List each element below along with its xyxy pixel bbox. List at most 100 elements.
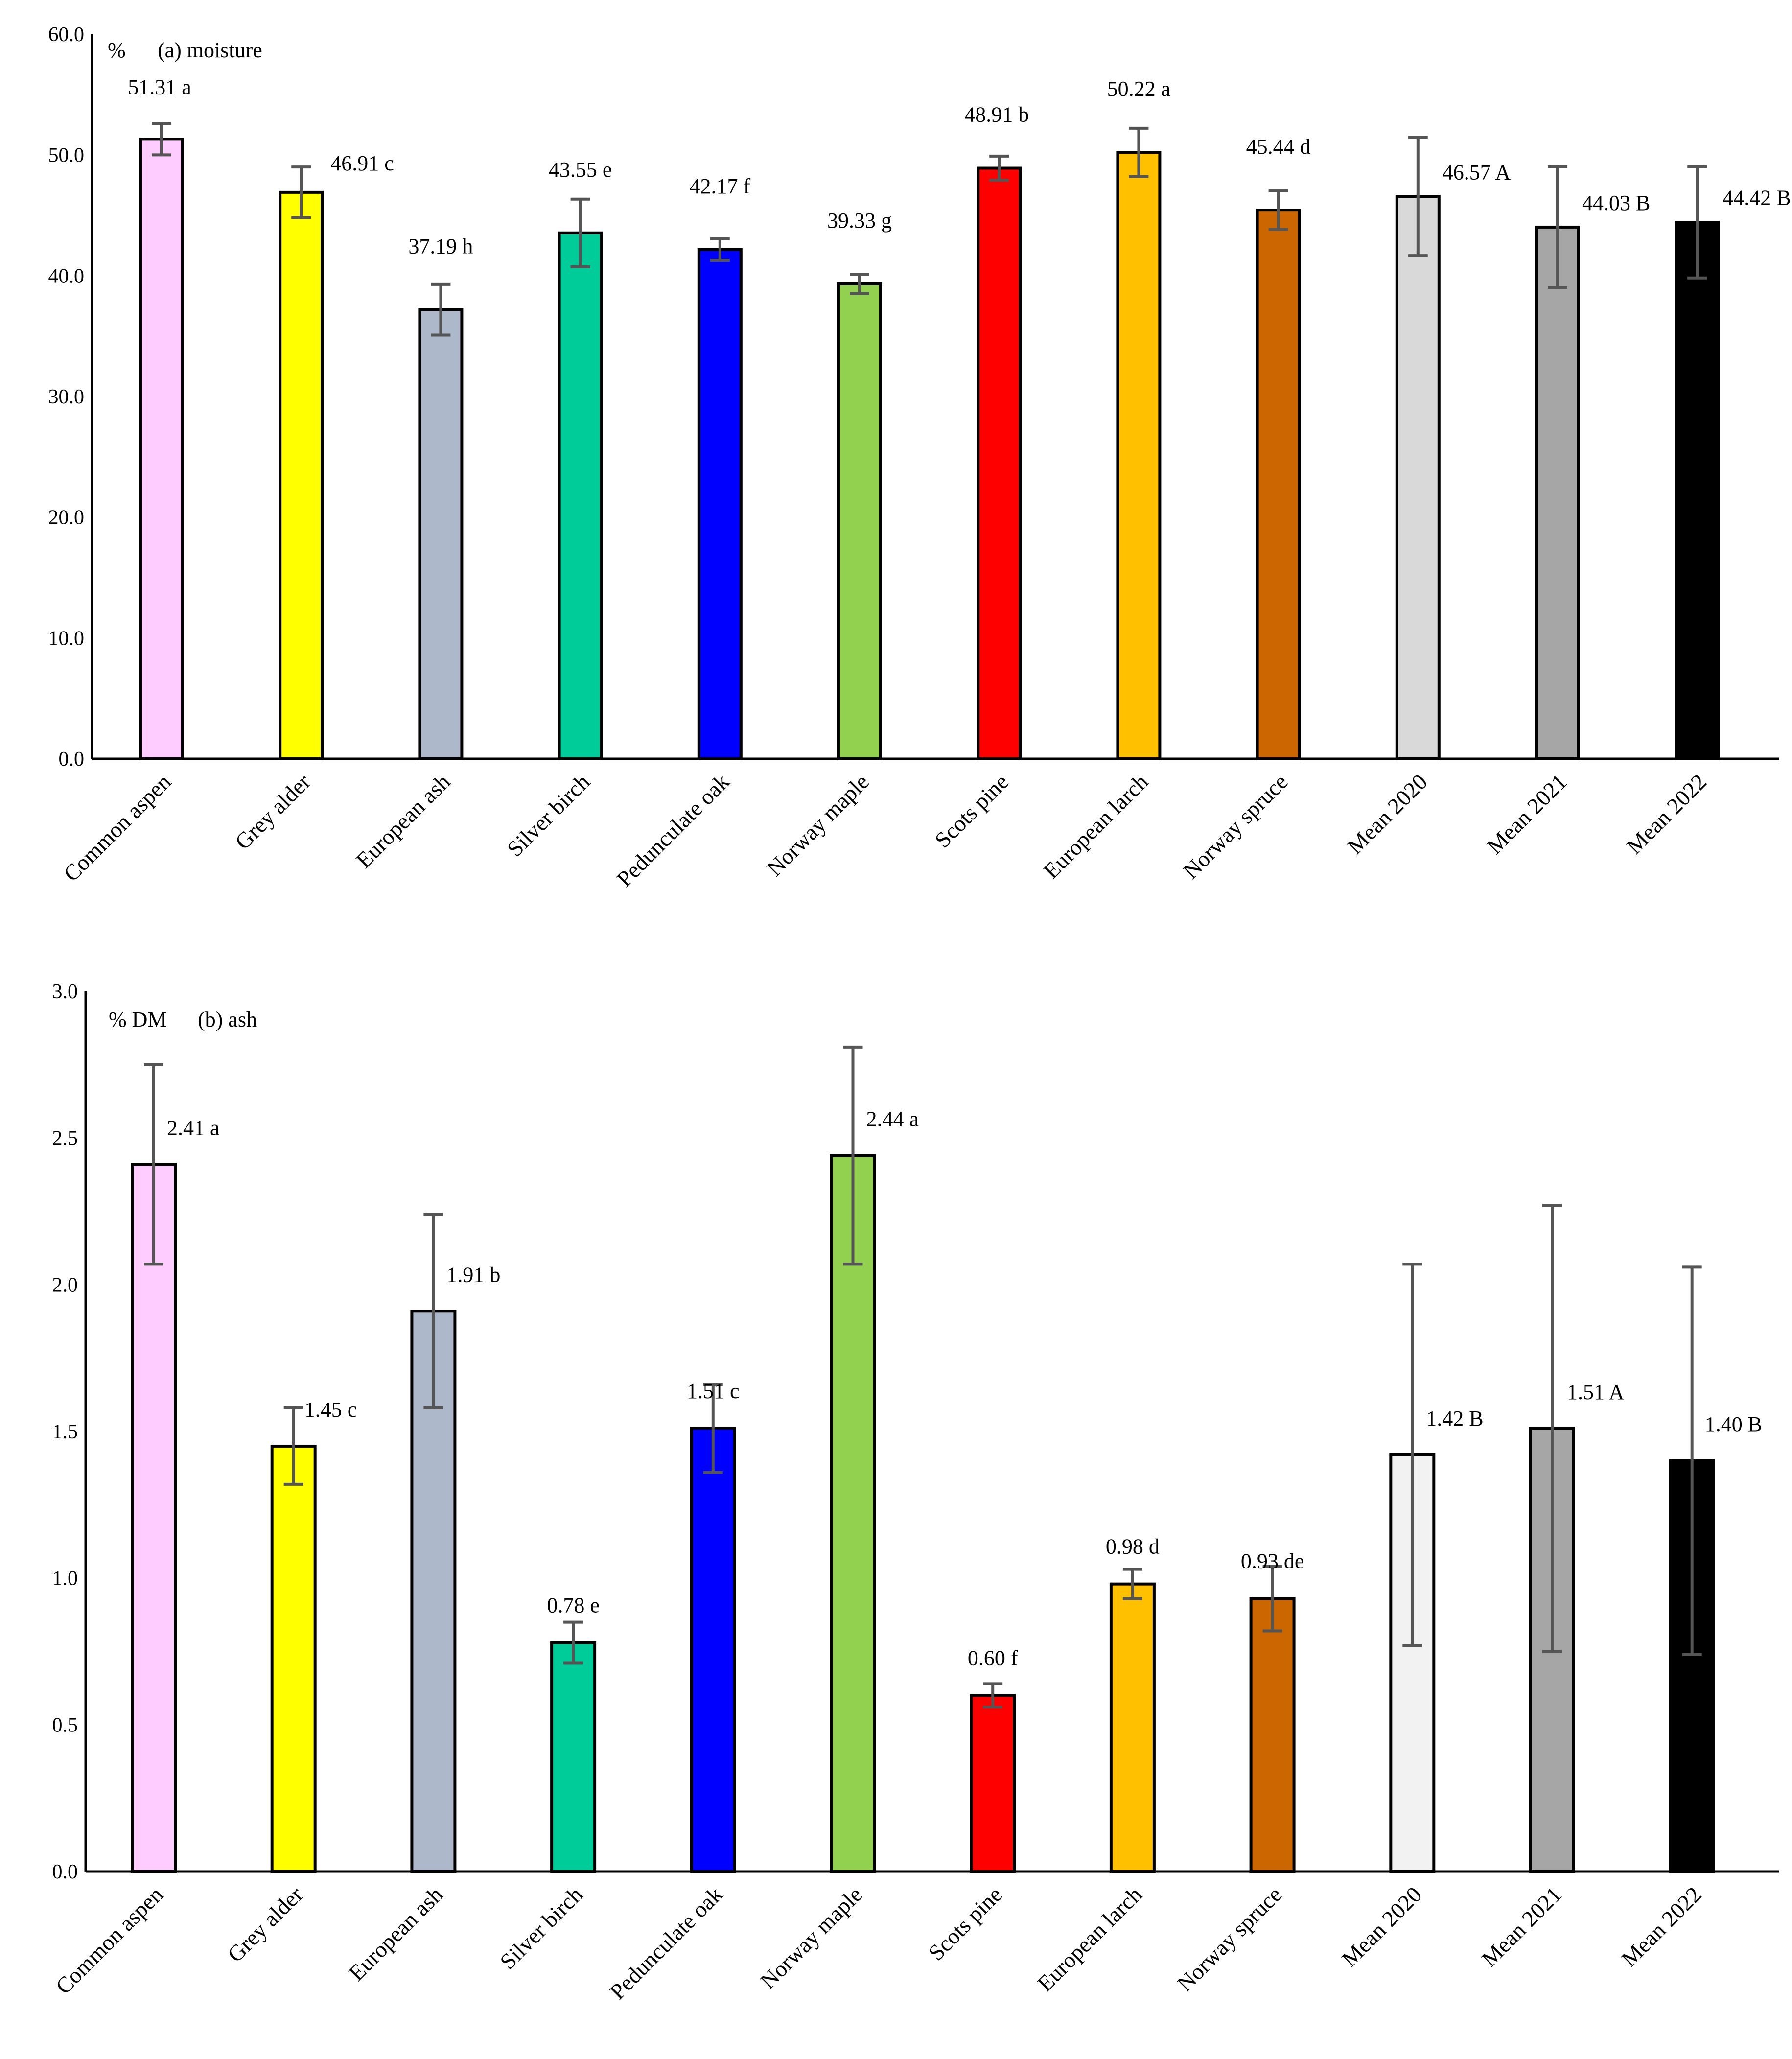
ash-data-label: 0.93 de [1241,1549,1304,1573]
ash-error-bar [703,1383,723,1474]
moisture-error-bar [152,122,171,157]
ash-category-label: Common aspen [51,1882,168,1999]
ash-category-label: European ash [344,1882,447,1986]
moisture-y-tick-label: 20.0 [48,507,85,529]
moisture-category-label: Norway maple [762,769,874,881]
ash-error-bar [1542,1204,1562,1653]
moisture-data-label: 50.22 a [1107,77,1171,101]
moisture-bar [418,308,464,760]
ash-y-axis-ticks: 0.0 0.5 1.0 1.5 2.0 2.5 3.0 [52,981,78,1883]
moisture-error-bar [1268,189,1288,231]
ash-category-label: Scots pine [924,1882,1007,1965]
moisture-y-tick-label: 0.0 [59,748,85,771]
ash-data-label: 1.45 c [304,1398,357,1422]
ash-error-bar [1122,1568,1142,1600]
moisture-data-label: 48.91 b [964,103,1029,127]
moisture-error-bar [1548,165,1567,289]
ash-category-label: Pedunculate oak [605,1882,727,2004]
ash-category-label: Mean 2022 [1616,1882,1706,1971]
ash-error-bar [563,1620,583,1665]
ash-data-label: 0.60 f [968,1646,1018,1670]
moisture-bar [1395,195,1441,761]
moisture-category-label: Norway spruce [1178,769,1293,884]
ash-y-tick-label: 2.0 [52,1274,78,1296]
moisture-error-bars [152,122,1707,337]
ash-bar [830,1154,876,1873]
ash-data-label: 0.78 e [547,1593,600,1617]
moisture-y-tick-label: 60.0 [48,23,85,46]
moisture-category-labels: Common aspen Grey alder European ash Silver… [59,769,1712,891]
moisture-bar [279,190,324,760]
moisture-y-tick-label: 40.0 [48,265,85,287]
moisture-category-label: Scots pine [930,769,1014,853]
ash-category-label: Mean 2020 [1337,1882,1426,1971]
moisture-category-label: European larch [1039,769,1153,884]
ash-chart: % DM (b) ash 0.0 0.5 1.0 1.5 2.0 2.5 3.0 2.41 … [51,981,1779,2004]
moisture-data-label: 44.42 B [1722,186,1791,210]
ash-y-tick-label: 2.5 [52,1127,78,1150]
moisture-error-bar [431,282,451,337]
ash-category-labels: Common aspen Grey alder European ash Silver… [51,1882,1706,2004]
moisture-data-label: 46.57 A [1443,160,1511,184]
ash-data-label: 1.91 b [446,1263,500,1287]
moisture-bar [697,248,743,761]
moisture-error-bar [570,197,590,268]
ash-category-label: Norway spruce [1172,1882,1287,1996]
moisture-error-bar [1129,126,1149,178]
moisture-y-tick-label: 50.0 [48,144,85,167]
moisture-y-unit: % [108,38,126,62]
moisture-data-label: 44.03 B [1582,191,1650,215]
ash-bar [1249,1597,1296,1873]
ash-category-label: Grey alder [223,1882,308,1967]
moisture-data-label: 51.31 a [128,75,191,99]
ash-category-label: Norway maple [755,1882,867,1993]
ash-y-tick-label: 3.0 [52,981,78,1003]
ash-data-label: 1.51 A [1567,1380,1625,1404]
moisture-category-label: Mean 2022 [1622,769,1711,859]
moisture-bar [1535,225,1580,761]
ash-bar [270,1444,317,1873]
ash-category-label: European larch [1032,1882,1147,1996]
moisture-error-bar [1687,165,1707,280]
ash-error-bar [843,1045,863,1266]
ash-data-label: 1.40 B [1705,1412,1762,1436]
ash-y-tick-label: 0.5 [52,1714,78,1736]
ash-bar [550,1641,597,1873]
ash-data-label: 1.51 c [687,1379,740,1403]
ash-data-label: 1.42 B [1426,1406,1483,1430]
ash-y-tick-label: 1.0 [52,1568,78,1590]
moisture-bar [977,166,1022,760]
ash-y-unit: % DM [109,1007,167,1031]
moisture-category-label: Mean 2020 [1343,769,1432,859]
moisture-error-bar [989,154,1009,182]
moisture-bar [139,138,184,760]
moisture-title: (a) moisture [158,38,262,62]
moisture-y-tick-label: 10.0 [48,627,85,650]
moisture-category-label: European ash [351,769,455,873]
moisture-category-label: Grey alder [230,769,315,854]
ash-data-label: 2.44 a [866,1107,919,1131]
moisture-data-labels: 51.31 a 46.91 c 37.19 h 43.55 e 42.17 f 39.33… [128,75,1791,258]
ash-bar [970,1694,1016,1873]
moisture-error-bar [710,237,730,262]
moisture-error-bar [1408,136,1428,257]
ash-error-bars [144,1045,1702,1709]
ash-bar [131,1163,177,1873]
ash-error-bar [1402,1263,1422,1647]
ash-y-tick-label: 0.0 [52,1861,78,1883]
moisture-data-label: 42.17 f [689,174,750,198]
moisture-y-axis-ticks: 0.0 10.0 20.0 30.0 40.0 50.0 60.0 [48,23,85,771]
ash-y-tick-label: 1.5 [52,1421,78,1443]
moisture-category-label: Pedunculate oak [612,769,734,891]
ash-bar [690,1427,736,1873]
moisture-error-bar [291,165,311,219]
moisture-data-label: 39.33 g [827,209,892,233]
moisture-bars [139,138,1720,761]
ash-bars [131,1154,1715,1873]
moisture-chart: % (a) moisture 0.0 10.0 20.0 30.0 40.0 50.0 60… [48,23,1791,891]
ash-data-label: 0.98 d [1106,1535,1160,1559]
moisture-bar [837,282,882,760]
moisture-data-label: 45.44 d [1246,135,1311,159]
moisture-data-label: 43.55 e [549,158,612,182]
moisture-data-label: 37.19 h [408,234,473,258]
